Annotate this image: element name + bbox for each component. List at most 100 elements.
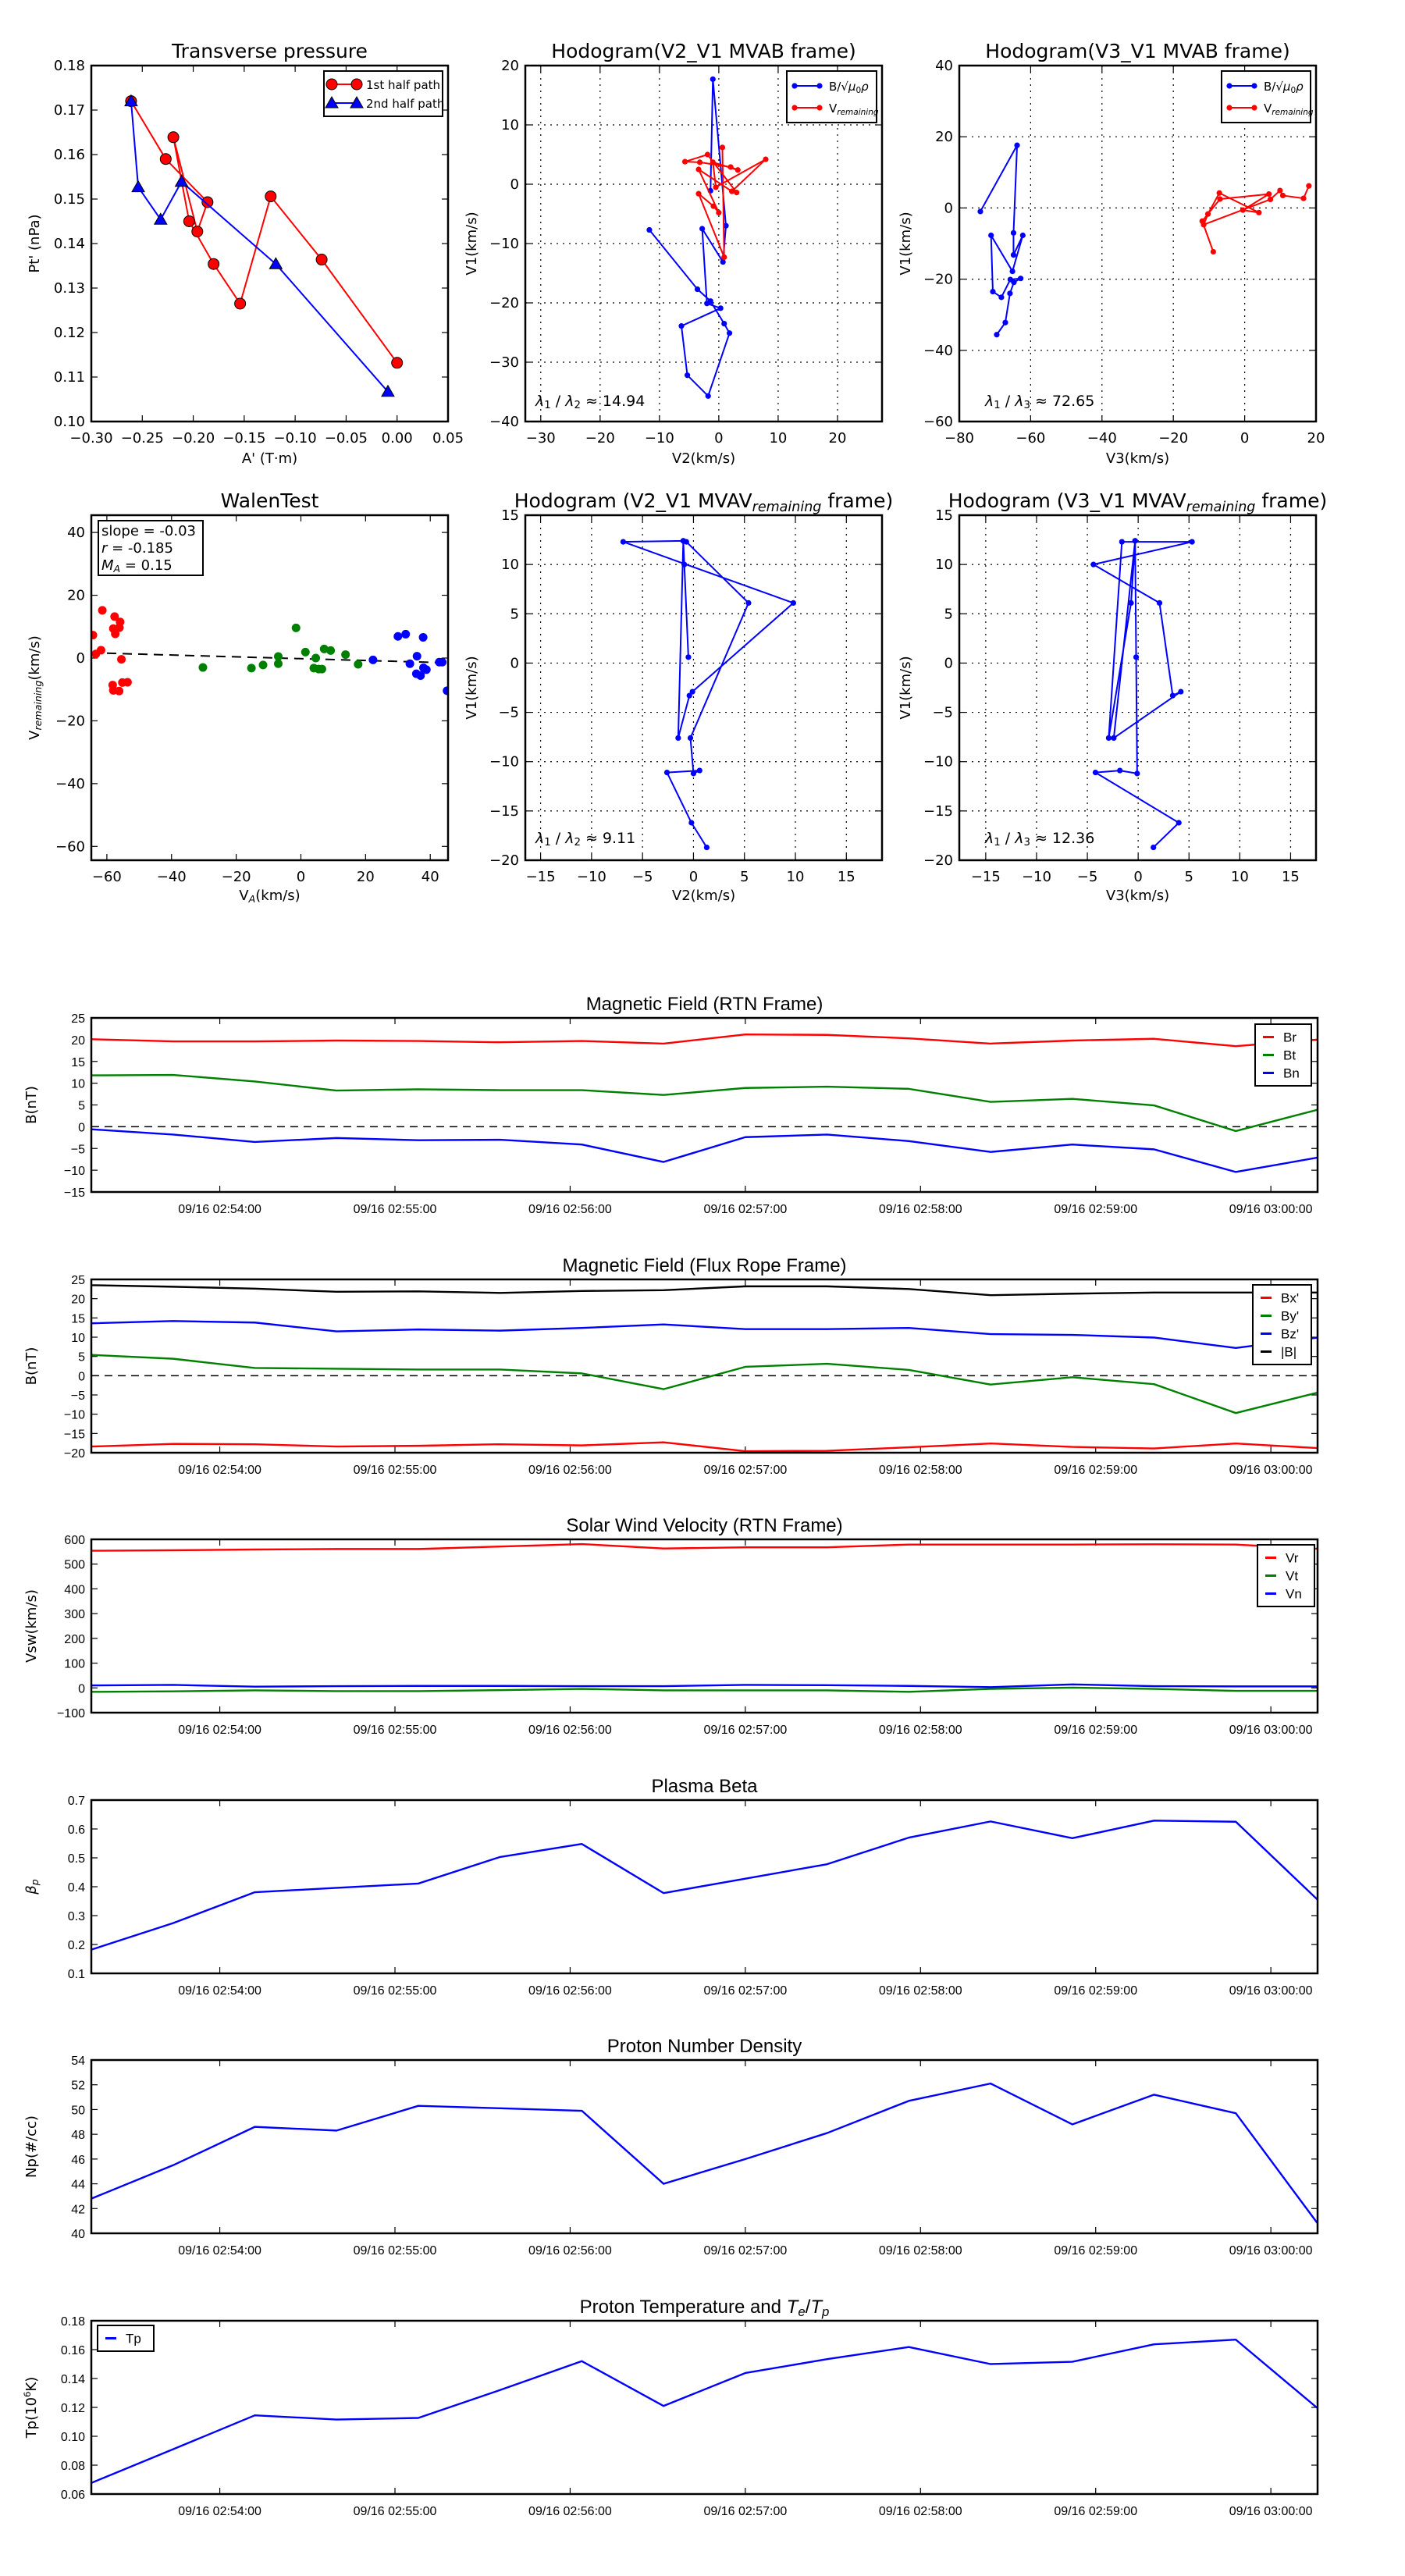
y-tick-label: −60 (55, 838, 85, 855)
y-tick-label: 15 (71, 1056, 85, 1069)
series-line (91, 1542, 1318, 1552)
data-point (110, 612, 119, 621)
legend-label-part: Bx' (1281, 1291, 1299, 1306)
x-tick-label: −60 (92, 869, 122, 885)
data-point (710, 159, 716, 165)
legend: Tp (97, 2325, 155, 2352)
legend-label-part: ρ (861, 80, 869, 94)
legend-label-part: Tp (126, 2332, 141, 2347)
data-point (1134, 770, 1140, 777)
data-point (1251, 105, 1257, 111)
y-tick-label: −20 (489, 295, 519, 311)
legend-entry: Vt (1265, 1569, 1298, 1584)
x-axis-label: VA(km/s) (239, 888, 300, 905)
data-point (265, 190, 277, 203)
eigenvalue-ratio-annotation-part: λ (1014, 830, 1023, 847)
series-0 (91, 2082, 1318, 2225)
legend: 1st half path 2nd half path (323, 70, 444, 117)
y-tick-label: 25 (71, 1274, 85, 1287)
data-point (681, 158, 688, 165)
eigenvalue-ratio-annotation-part: 1 (994, 400, 1000, 411)
data-point (695, 166, 702, 173)
y-tick-label: 42 (71, 2203, 85, 2216)
series-2 (91, 1128, 1318, 1173)
plot-frame (90, 2319, 1319, 2496)
y-axis-label-part: B(nT) (23, 1347, 40, 1386)
legend-label: Br (1283, 1030, 1297, 1045)
chart-title-part: WalenTest (221, 489, 319, 512)
y-tick-label: 0 (78, 1121, 85, 1134)
data-point (443, 686, 448, 696)
series-0 (620, 538, 797, 851)
chart-title: WalenTest (221, 489, 319, 512)
y-tick-label: 20 (501, 58, 519, 74)
chart-title: Plasma Beta (651, 1776, 758, 1797)
x-tick-label: 09/16 02:57:00 (703, 1464, 787, 1477)
y-tick-label: 40 (935, 58, 953, 74)
series-2 (91, 1320, 1318, 1350)
data-point (1011, 279, 1017, 286)
data-point (1014, 142, 1020, 148)
y-tick-label: −5 (498, 705, 519, 721)
y-tick-label: 300 (64, 1608, 85, 1621)
legend-label-part: Vr (1286, 1551, 1299, 1566)
data-point (729, 188, 735, 194)
legend-label: |B| (1281, 1345, 1297, 1360)
y-tick-label: 20 (71, 1034, 85, 1048)
data-point (688, 820, 695, 826)
y-axis-label: V1(km/s) (464, 212, 480, 275)
series-0 (91, 1542, 1318, 1552)
data-point (1176, 820, 1182, 826)
legend-entry: By' (1261, 1309, 1299, 1324)
hodogram-v2-v1-mvav-chart: −15 −10 −5 0 5 10 15−20−15−10−5051015Hodogram … (464, 489, 893, 904)
textbox-line-part: = 0.15 (120, 557, 173, 574)
data-point (1090, 561, 1097, 568)
data-point (988, 232, 994, 239)
walen-test-chart: −60 −40 −20 0 20 40−60−40−2002040WalenTestVA(… (27, 489, 450, 905)
x-tick-label: 09/16 03:00:00 (1229, 1203, 1313, 1216)
y-tick-label: 0.06 (61, 2489, 85, 2502)
legend-entry: Bn (1263, 1066, 1300, 1081)
y-tick-label: 0.3 (68, 1910, 85, 1923)
textbox-line-part: M (101, 557, 114, 574)
data-point (686, 692, 692, 699)
series-2 (368, 629, 448, 696)
chart-title-part: e (798, 2304, 805, 2319)
plot-frame (90, 1278, 1319, 1454)
eigenvalue-ratio-annotation-part: λ (564, 393, 574, 410)
chart-title-part: Magnetic Field (RTN Frame) (586, 994, 823, 1015)
x-axis-label: V3(km/s) (1106, 888, 1169, 904)
legend-label-part: 0 (855, 86, 861, 95)
data-point (123, 678, 132, 687)
textbox-line-part: r (101, 540, 108, 557)
data-point (1204, 211, 1211, 217)
legend: Br Bt Bn (1254, 1023, 1312, 1087)
y-tick-label: −15 (923, 803, 953, 820)
y-tick-label: 10 (71, 1332, 85, 1345)
y-axis-label-part: β (23, 1885, 40, 1895)
eigenvalue-ratio-annotation-part: λ (564, 830, 574, 847)
legend-label-part: remaining (837, 108, 879, 117)
series-2 (91, 1683, 1318, 1688)
data-point (710, 203, 717, 209)
x-tick-label: 09/16 03:00:00 (1229, 1984, 1313, 1998)
x-tick-label: 09/16 02:54:00 (178, 1984, 261, 1998)
data-point (1277, 187, 1283, 194)
eigenvalue-ratio-annotation-part: λ (984, 830, 994, 847)
x-tick-label: 10 (787, 869, 805, 885)
y-tick-label: −10 (64, 1409, 85, 1422)
legend-label: B/√μ0ρ (1264, 80, 1304, 95)
data-point (990, 288, 996, 295)
data-point (325, 78, 338, 91)
data-point (977, 208, 984, 215)
chart-title-part: Proton Number Density (607, 2036, 802, 2057)
series-0 (1090, 538, 1195, 851)
data-point (710, 76, 716, 83)
y-tick-label: 0 (944, 200, 953, 216)
data-point (696, 159, 703, 165)
data-point (350, 78, 363, 91)
y-tick-label: 5 (944, 606, 953, 622)
x-tick-label: 0.00 (382, 430, 413, 447)
data-point (703, 844, 710, 851)
x-tick-label: 0 (1133, 869, 1142, 885)
